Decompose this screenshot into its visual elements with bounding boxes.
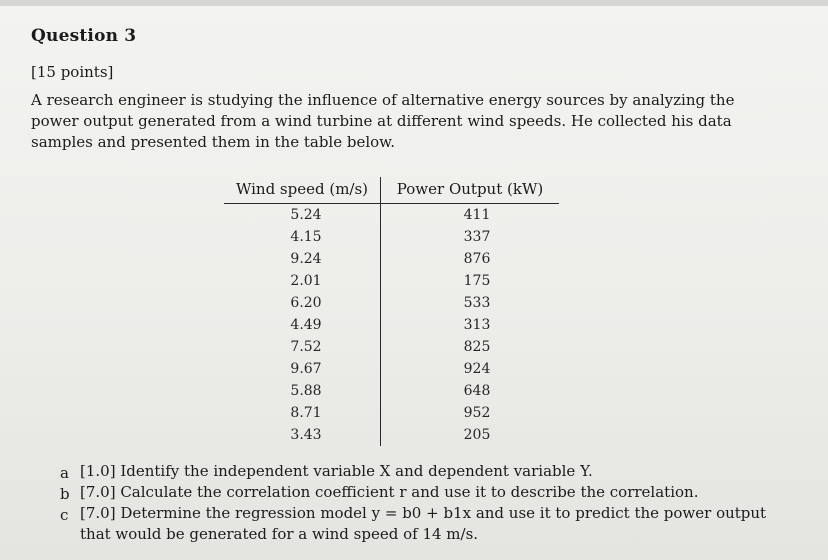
table-row: 6.20 533	[224, 292, 559, 314]
data-table-container: Wind speed (m/s) Power Output (kW) 5.24 4…	[224, 177, 559, 446]
wind-speed-cell: 2.01	[224, 270, 381, 292]
wind-power-table: Wind speed (m/s) Power Output (kW) 5.24 4…	[224, 177, 559, 446]
table-row: 3.43 205	[224, 424, 559, 446]
wind-speed-cell: 9.67	[224, 358, 381, 380]
wind-speed-cell: 8.71	[224, 402, 381, 424]
table-row: 5.88 648	[224, 380, 559, 402]
part-label: b	[60, 485, 70, 503]
part-b: b [7.0] Calculate the correlation coeffi…	[60, 482, 800, 503]
power-output-cell: 313	[463, 317, 491, 333]
table-row: 8.71 952	[224, 402, 559, 424]
part-label: c	[60, 506, 69, 524]
table-row: 5.24 411	[224, 203, 559, 226]
power-output-cell: 924	[463, 361, 491, 377]
table-row: 4.15 337	[224, 226, 559, 248]
power-output-cell: 952	[463, 405, 491, 421]
points-label: [15 points]	[31, 63, 114, 81]
part-text: [1.0] Identify the independent variable …	[80, 462, 593, 480]
question-intro: A research engineer is studying the infl…	[31, 91, 735, 151]
header-wind-speed: Wind speed (m/s)	[224, 177, 381, 204]
power-output-cell: 337	[463, 229, 491, 245]
table-row: 9.24 876	[224, 248, 559, 270]
wind-speed-cell: 4.49	[224, 314, 381, 336]
part-text: [7.0] Calculate the correlation coeffici…	[80, 483, 699, 501]
table-body: 5.24 411 4.15 337 9.24 876 2.01 175 6.20 533 4.49 3…	[224, 203, 559, 446]
wind-speed-cell: 5.24	[224, 203, 381, 226]
header-power-output: Power Output (kW)	[380, 177, 559, 204]
wind-speed-cell: 4.15	[224, 226, 381, 248]
power-output-cell: 876	[463, 251, 491, 267]
wind-speed-cell: 6.20	[224, 292, 381, 314]
question-title: Question 3	[31, 26, 137, 46]
power-output-cell: 648	[463, 383, 491, 399]
part-a: a [1.0] Identify the independent variabl…	[60, 461, 800, 482]
page-top-edge	[0, 0, 828, 6]
power-output-cell: 205	[463, 427, 491, 443]
table-row: 9.67 924	[224, 358, 559, 380]
power-output-cell: 175	[463, 273, 491, 289]
wind-speed-cell: 7.52	[224, 336, 381, 358]
wind-speed-cell: 5.88	[224, 380, 381, 402]
table-row: 7.52 825	[224, 336, 559, 358]
wind-speed-cell: 3.43	[224, 424, 381, 446]
power-output-cell: 533	[463, 295, 491, 311]
part-text: [7.0] Determine the regression model y =…	[80, 504, 767, 543]
part-c: c [7.0] Determine the regression model y…	[60, 503, 800, 545]
table-row: 2.01 175	[224, 270, 559, 292]
part-label: a	[60, 464, 69, 482]
question-parts: a [1.0] Identify the independent variabl…	[60, 461, 800, 545]
power-output-cell: 411	[463, 207, 491, 223]
table-header-row: Wind speed (m/s) Power Output (kW)	[224, 177, 559, 204]
power-output-cell: 825	[463, 339, 491, 355]
table-row: 4.49 313	[224, 314, 559, 336]
wind-speed-cell: 9.24	[224, 248, 381, 270]
